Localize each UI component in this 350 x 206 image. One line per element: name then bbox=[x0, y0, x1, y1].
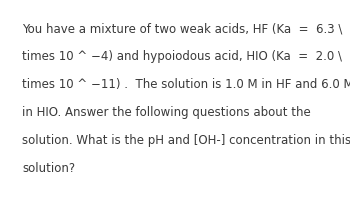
Text: You have a mixture of two weak acids, HF (Ka  =  6.3 \: You have a mixture of two weak acids, HF… bbox=[22, 22, 342, 35]
Text: in HIO. Answer the following questions about the: in HIO. Answer the following questions a… bbox=[22, 106, 311, 119]
Text: times 10 ^ −4) and hypoiodous acid, HIO (Ka  =  2.0 \: times 10 ^ −4) and hypoiodous acid, HIO … bbox=[22, 50, 342, 63]
Text: solution?: solution? bbox=[22, 162, 75, 175]
Text: times 10 ^ −11) .  The solution is 1.0 M in HF and 6.0 M: times 10 ^ −11) . The solution is 1.0 M … bbox=[22, 78, 350, 91]
Text: solution. What is the pH and [OH-] concentration in this: solution. What is the pH and [OH-] conce… bbox=[22, 134, 350, 147]
